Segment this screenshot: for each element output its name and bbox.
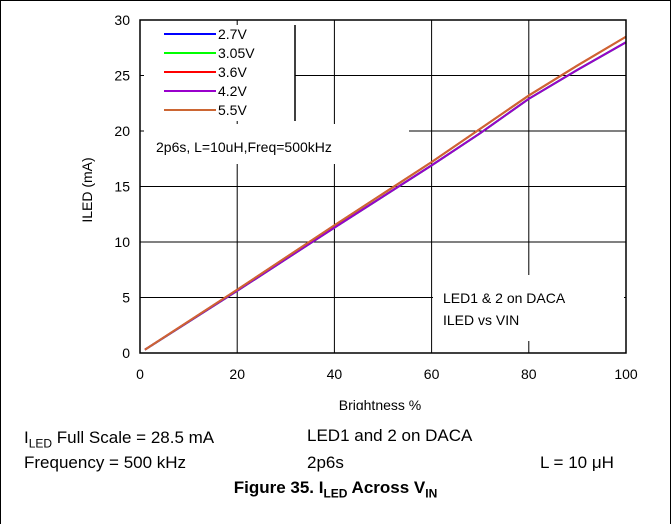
led-daca-caption: LED1 and 2 on DACA — [307, 426, 473, 445]
iled-vs-vin-annotation: ILED vs VIN — [443, 312, 519, 328]
config-annotation: 2p6s, L=10uH,Freq=500kHz — [156, 139, 332, 155]
y-axis-label: ILED (mA) — [79, 157, 95, 222]
x-tick-label: 100 — [614, 366, 638, 382]
y-tick-label: 15 — [114, 179, 130, 195]
x-tick-label: 40 — [327, 366, 343, 382]
plot-border — [139, 19, 627, 354]
y-tick-label: 5 — [122, 290, 130, 306]
daca-annotation: LED1 & 2 on DACA — [443, 290, 566, 306]
frequency-caption: Frequency = 500 kHz — [24, 453, 187, 472]
y-tick-label: 30 — [114, 12, 130, 28]
legend-label: 3.05V — [218, 45, 255, 61]
series-line-5.5V — [144, 35, 627, 351]
y-tick-label: 25 — [114, 68, 130, 84]
series-line-4.2V — [144, 41, 627, 351]
y-tick-label: 0 — [122, 345, 130, 361]
config-caption: 2p6s — [307, 453, 344, 472]
x-tick-label: 0 — [136, 366, 144, 382]
iled-full-scale-caption: ILED Full Scale = 28.5 mA — [24, 428, 215, 451]
axes — [139, 19, 627, 354]
legend-label: 2.7V — [218, 26, 247, 42]
inductance-caption: L = 10 μH — [540, 453, 614, 472]
series-lines — [144, 35, 627, 351]
daca-annotation-box: LED1 & 2 on DACA ILED vs VIN — [433, 275, 624, 341]
iled-vs-brightness-chart: 2p6s, L=10uH,Freq=500kHz 2.7V 3.05V 3.6V 4.… — [79, 12, 638, 410]
x-axis-label: Brightness % — [339, 397, 421, 410]
y-tick-label: 10 — [114, 234, 130, 250]
legend: 2.7V 3.05V 3.6V 4.2V 5.5V — [144, 25, 296, 121]
y-tick-label: 20 — [114, 123, 130, 139]
x-tick-label: 80 — [521, 366, 537, 382]
config-annotation-box: 2p6s, L=10uH,Freq=500kHz — [144, 124, 409, 164]
tick-labels: 0 20 40 60 80 100 0 5 10 15 20 25 30 — [114, 12, 637, 382]
legend-label: 3.6V — [218, 64, 247, 80]
legend-label: 5.5V — [218, 102, 247, 118]
x-tick-label: 20 — [229, 366, 245, 382]
figure-caption: Figure 35. ILED Across VIN — [233, 478, 438, 501]
legend-label: 4.2V — [218, 83, 247, 99]
x-tick-label: 60 — [424, 366, 440, 382]
